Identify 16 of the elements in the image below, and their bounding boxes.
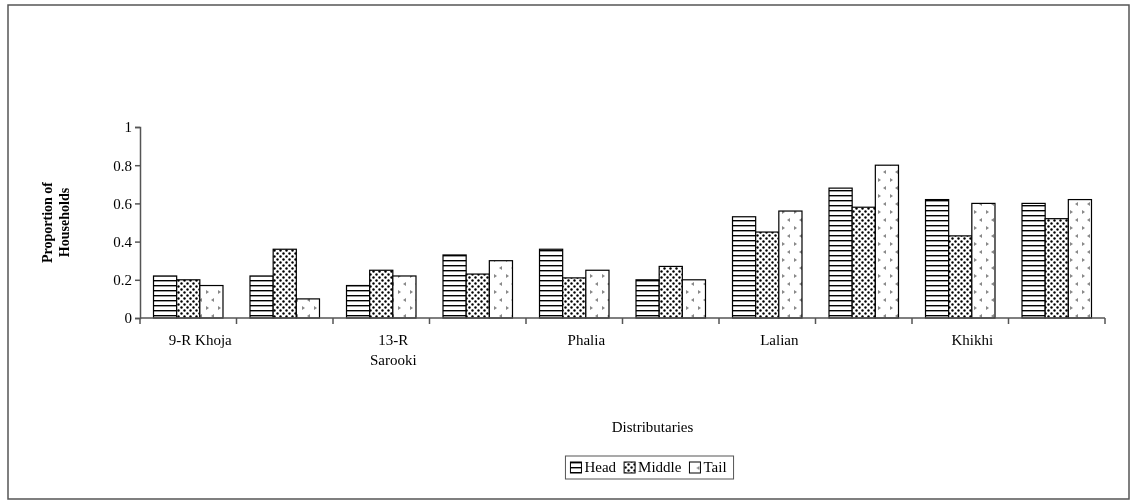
y-tick-label: 1 [124,119,132,136]
x-tick-label: Lalian [760,332,799,348]
x-tick-label: Phalia [567,332,606,348]
y-tick-label: 0.4 [113,233,133,250]
x-tick-label: Khikhi [951,332,994,348]
y-tick-label: 0 [124,310,132,327]
y-tick-label: 0.8 [113,157,132,174]
legend-label: Head [584,459,617,475]
y-axis-title: Proportion of Households [40,181,72,264]
x-tick-label: 9-R Khoja [168,332,233,348]
x-axis-title: Distributaries [611,419,694,435]
x-tick-label: 13-R Sarooki [369,332,417,368]
y-tick-label: 0.6 [113,195,133,212]
legend-label: Tail [703,459,727,475]
legend-label: Middle [638,459,682,475]
y-tick-label: 0.2 [113,272,132,289]
